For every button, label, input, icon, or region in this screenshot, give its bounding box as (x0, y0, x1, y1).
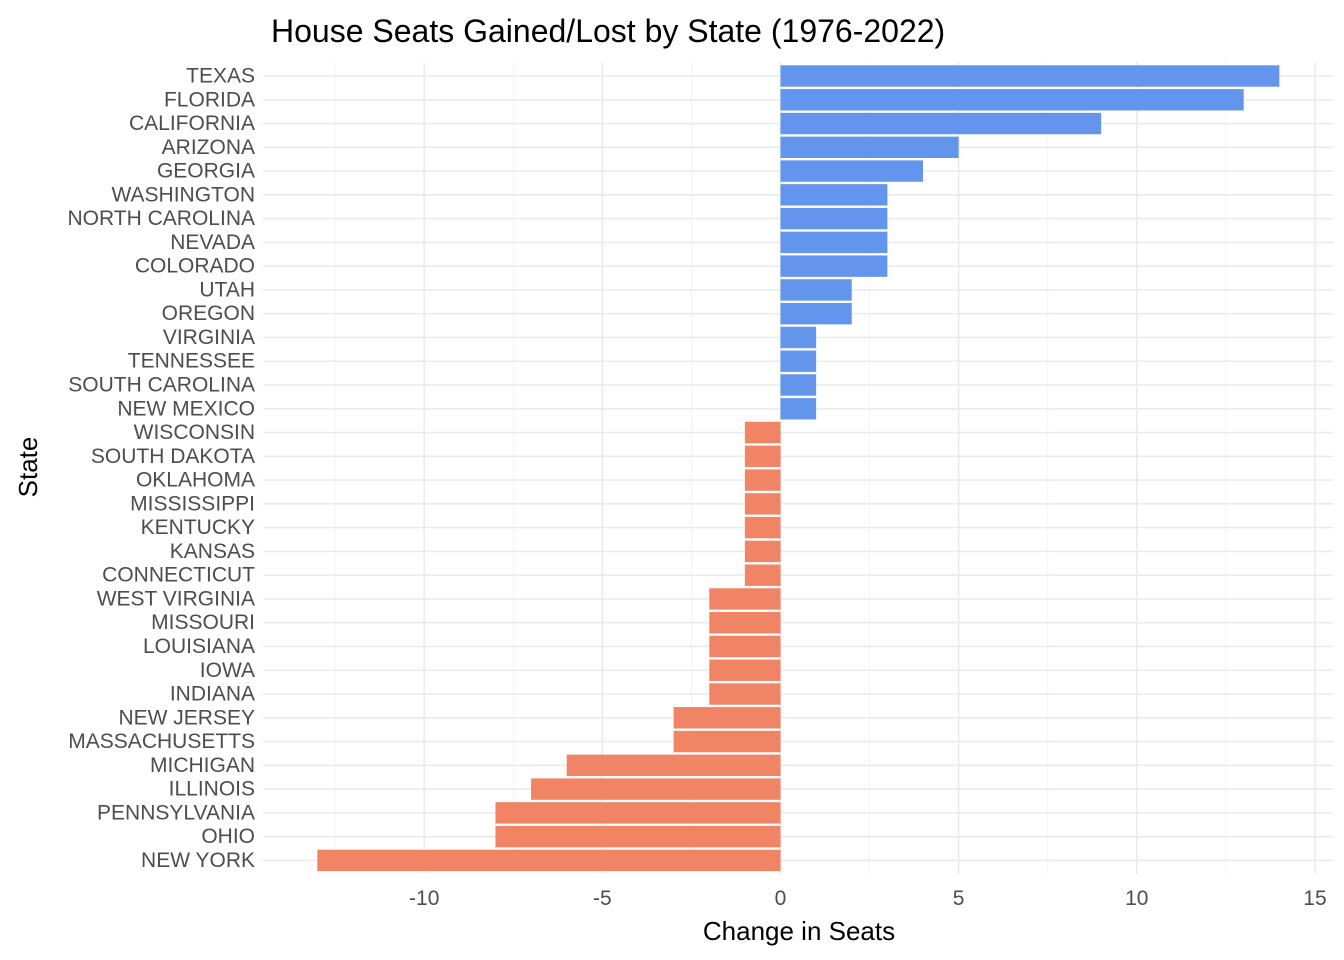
y-axis-tick-labels: TEXASFLORIDACALIFORNIAARIZONAGEORGIAWASH… (68, 65, 256, 872)
bar-colorado (780, 255, 888, 277)
x-tick-label: 10 (1125, 887, 1148, 910)
bar-south-dakota (744, 445, 781, 468)
bar-pennsylvania (495, 802, 781, 824)
bar-new-mexico (780, 398, 817, 420)
y-tick-label-new-york: NEW YORK (141, 849, 255, 872)
bar-new-jersey (673, 707, 781, 729)
bar-florida (780, 89, 1244, 111)
y-tick-label-mississippi: MISSISSIPPI (130, 492, 255, 515)
y-tick-label-north-carolina: NORTH CAROLINA (68, 207, 255, 230)
x-tick-label: 0 (775, 887, 787, 910)
y-tick-label-new-jersey: NEW JERSEY (118, 706, 255, 729)
bar-west-virginia (709, 588, 781, 610)
bar-missouri (709, 612, 781, 634)
y-tick-label-new-mexico: NEW MEXICO (117, 397, 255, 420)
bar-kansas (744, 540, 781, 563)
grid-lines (263, 62, 1333, 874)
y-tick-label-ohio: OHIO (201, 825, 255, 848)
bar-indiana (709, 683, 781, 705)
bar-mississippi (744, 493, 781, 515)
y-tick-label-iowa: IOWA (200, 659, 255, 682)
bar-iowa (709, 659, 781, 681)
y-tick-label-michigan: MICHIGAN (150, 754, 255, 777)
x-tick-label: 15 (1303, 887, 1326, 910)
bar-georgia (780, 160, 924, 182)
y-tick-label-virginia: VIRGINIA (163, 326, 255, 349)
y-tick-label-california: CALIFORNIA (129, 112, 255, 135)
y-tick-label-connecticut: CONNECTICUT (102, 564, 255, 587)
bar-louisiana (709, 635, 781, 658)
y-tick-label-georgia: GEORGIA (157, 160, 255, 183)
bar-michigan (566, 754, 781, 777)
bar-connecticut (744, 564, 781, 586)
y-tick-label-west-virginia: WEST VIRGINIA (97, 587, 255, 610)
bar-north-carolina (780, 207, 888, 230)
y-tick-label-indiana: INDIANA (170, 683, 255, 706)
bar-washington (780, 184, 888, 206)
bar-massachusetts (673, 730, 781, 753)
y-tick-label-texas: TEXAS (186, 65, 255, 88)
y-tick-label-florida: FLORIDA (164, 88, 255, 111)
y-tick-label-kansas: KANSAS (170, 540, 255, 563)
x-tick-label: -10 (409, 887, 439, 910)
y-tick-label-missouri: MISSOURI (151, 611, 255, 634)
y-tick-label-pennsylvania: PENNSYLVANIA (97, 801, 255, 824)
y-tick-label-oklahoma: OKLAHOMA (136, 469, 255, 492)
y-tick-label-massachusetts: MASSACHUSETTS (68, 730, 255, 753)
bar-south-carolina (780, 374, 817, 396)
y-tick-label-arizona: ARIZONA (162, 136, 255, 159)
y-tick-label-tennessee: TENNESSEE (128, 350, 255, 373)
bar-kentucky (744, 516, 781, 539)
bar-texas (780, 65, 1280, 87)
y-tick-label-nevada: NEVADA (170, 231, 255, 254)
bar-california (780, 112, 1102, 135)
x-tick-label: 5 (953, 887, 965, 910)
x-axis-title: Change in Seats (703, 916, 895, 946)
y-tick-label-oregon: OREGON (162, 302, 255, 325)
y-tick-label-louisiana: LOUISIANA (143, 635, 255, 658)
y-tick-label-colorado: COLORADO (135, 255, 255, 278)
y-tick-label-south-dakota: SOUTH DAKOTA (91, 445, 255, 468)
y-tick-label-washington: WASHINGTON (111, 183, 255, 206)
bar-oregon (780, 303, 852, 325)
x-axis-tick-labels: -10 -5 0 5 10 15 (409, 887, 1327, 910)
bar-nevada (780, 231, 888, 254)
y-tick-label-kentucky: KENTUCKY (141, 516, 255, 539)
y-tick-label-south-carolina: SOUTH CAROLINA (68, 374, 255, 397)
bar-illinois (531, 778, 781, 800)
bar-virginia (780, 326, 817, 349)
bar-oklahoma (744, 469, 781, 491)
bar-wisconsin (744, 421, 781, 444)
y-tick-label-illinois: ILLINOIS (169, 778, 255, 801)
y-tick-label-utah: UTAH (199, 278, 255, 301)
y-axis-title: State (13, 437, 43, 498)
x-tick-label: -5 (593, 887, 612, 910)
bar-new-york (317, 849, 781, 872)
bar-utah (780, 279, 852, 301)
bar-arizona (780, 136, 959, 159)
bar-tennessee (780, 350, 817, 372)
y-tick-label-wisconsin: WISCONSIN (134, 421, 255, 444)
bar-ohio (495, 825, 781, 848)
chart-title: House Seats Gained/Lost by State (1976-2… (271, 13, 945, 49)
bars (317, 65, 1280, 872)
